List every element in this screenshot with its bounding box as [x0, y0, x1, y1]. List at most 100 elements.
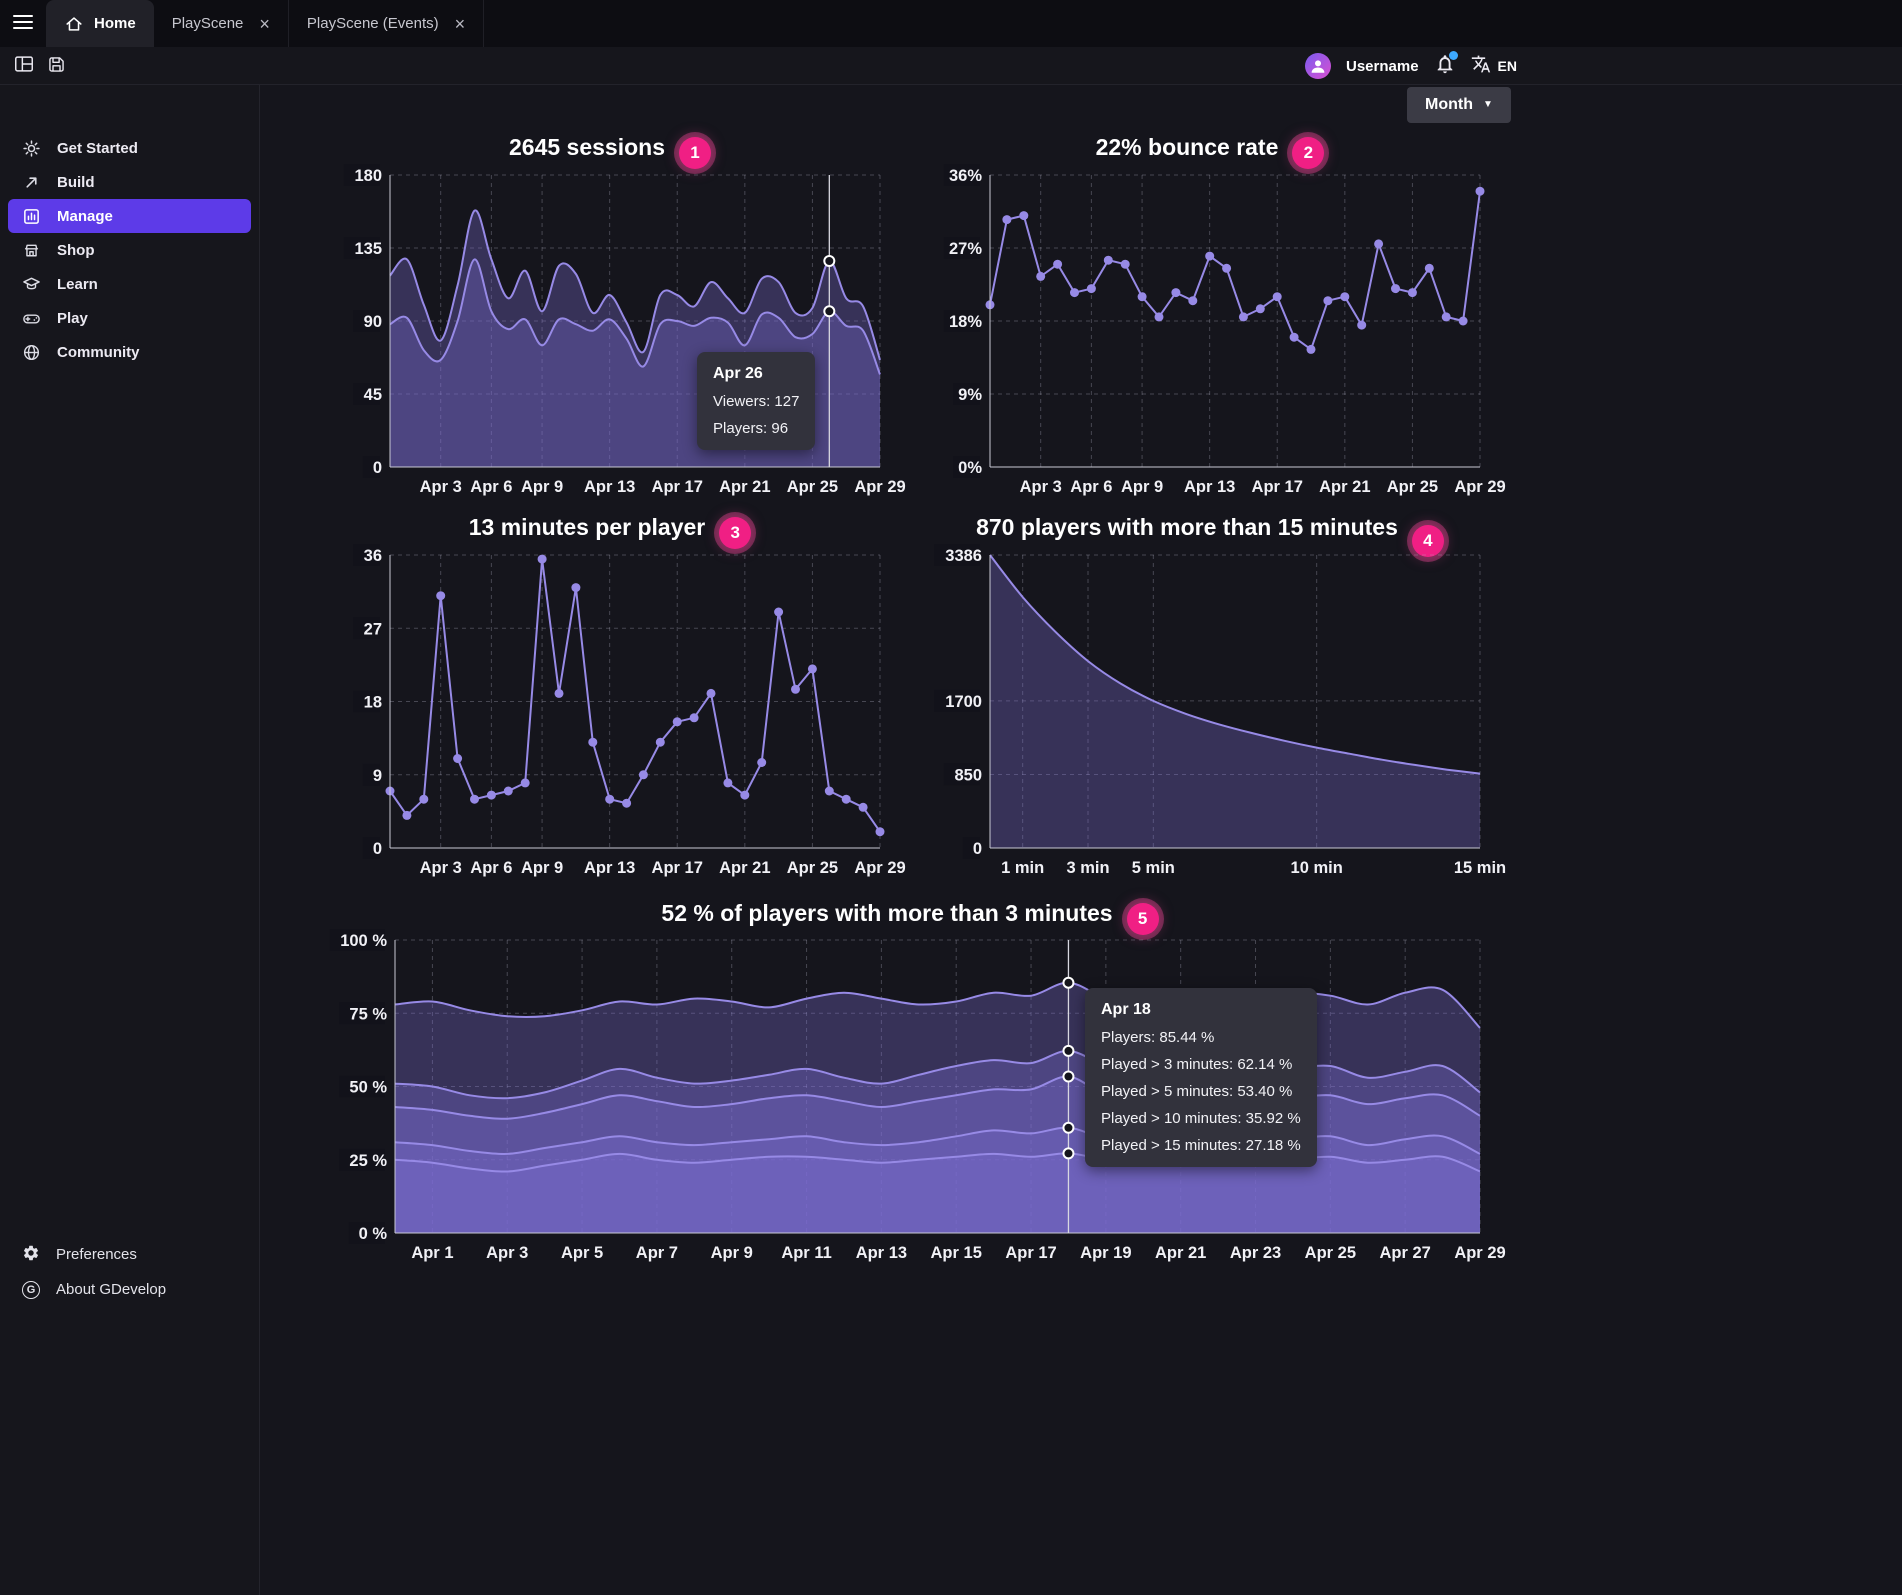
sidebar-nav: Get Started Build Manage Shop: [8, 131, 251, 369]
svg-text:Apr 17: Apr 17: [1005, 1244, 1056, 1262]
chart-tooltip-sessions: Apr 26 Viewers: 127 Players: 96: [697, 352, 816, 450]
svg-text:10 min: 10 min: [1291, 859, 1343, 877]
svg-text:18: 18: [364, 694, 382, 712]
notifications-button[interactable]: [1434, 50, 1458, 80]
close-tab-icon[interactable]: ×: [454, 13, 466, 34]
sun-icon: [22, 139, 41, 158]
bounce-rate-chart: 22% bounce rate 2 Apr 3 Apr 6 Apr 9 Apr 13 A…: [930, 130, 1506, 496]
svg-text:Apr 9: Apr 9: [521, 478, 563, 496]
chart-title-row: 13 minutes per player 3: [330, 510, 890, 549]
menu-button[interactable]: [0, 0, 46, 47]
svg-text:Apr 27: Apr 27: [1379, 1244, 1430, 1262]
sidebar: Get Started Build Manage Shop: [0, 85, 260, 1595]
annotation-badge-1: 1: [679, 136, 711, 169]
sidebar-item-get-started[interactable]: Get Started: [8, 131, 251, 165]
svg-text:50 %: 50 %: [349, 1079, 387, 1097]
svg-text:15 min: 15 min: [1454, 859, 1506, 877]
sidebar-item-label: Get Started: [57, 139, 138, 157]
chart-tooltip-retention: Apr 18 Players: 85.44 % Played > 3 minut…: [1085, 988, 1317, 1167]
close-tab-icon[interactable]: ×: [259, 13, 270, 34]
svg-text:Apr 11: Apr 11: [781, 1244, 831, 1262]
tab-home[interactable]: Home: [46, 0, 154, 47]
save-button[interactable]: [40, 51, 72, 81]
svg-text:0 %: 0 %: [359, 1225, 388, 1243]
tab-playscene-events[interactable]: PlayScene (Events) ×: [289, 0, 485, 47]
footer-item-label: About GDevelop: [56, 1281, 167, 1298]
duration-retention-chart: 870 players with more than 15 minutes 4 …: [930, 510, 1506, 877]
toolbar-user-area: Username EN: [1305, 47, 1517, 85]
svg-text:27%: 27%: [949, 240, 982, 258]
storefront-icon: [22, 241, 41, 260]
svg-text:Apr 6: Apr 6: [1070, 478, 1112, 496]
svg-text:5 min: 5 min: [1132, 859, 1175, 877]
svg-text:Apr 29: Apr 29: [1454, 1244, 1505, 1262]
sidebar-item-community[interactable]: Community: [8, 335, 251, 369]
sidebar-item-label: Learn: [57, 275, 98, 293]
svg-text:1 min: 1 min: [1001, 859, 1044, 877]
tooltip-line: Players: 96: [713, 420, 789, 437]
minutes-per-player-plot[interactable]: Apr 3 Apr 6 Apr 9 Apr 13 Apr 17 Apr 21 Apr 25 A…: [330, 544, 906, 877]
svg-text:36%: 36%: [949, 167, 982, 185]
svg-text:3386: 3386: [945, 547, 982, 565]
sidebar-item-play[interactable]: Play: [8, 301, 251, 335]
svg-text:Apr 9: Apr 9: [1121, 478, 1163, 496]
layout-panels-button[interactable]: [8, 51, 40, 81]
svg-text:45: 45: [364, 386, 382, 404]
svg-text:0%: 0%: [958, 459, 982, 477]
svg-text:Apr 29: Apr 29: [854, 859, 905, 877]
chart-title: 22% bounce rate: [1095, 134, 1279, 160]
bounce-rate-plot[interactable]: Apr 3 Apr 6 Apr 9 Apr 13 Apr 17 Apr 21 Apr 25 A…: [930, 164, 1506, 496]
tab-bar: Home PlayScene × PlayScene (Events) ×: [0, 0, 1902, 47]
chart-title-row: 870 players with more than 15 minutes 4: [930, 510, 1490, 557]
arrow-up-right-icon: [22, 173, 41, 192]
svg-text:Apr 21: Apr 21: [719, 859, 770, 877]
notification-dot: [1448, 50, 1458, 60]
svg-text:100 %: 100 %: [340, 932, 387, 950]
tooltip-line: Played > 10 minutes: 35.92 %: [1101, 1110, 1301, 1127]
duration-retention-plot[interactable]: 1 min 3 min 5 min 10 min 15 min 0 850 1700 3386: [930, 544, 1506, 877]
gear-icon: [22, 1244, 40, 1266]
sidebar-item-label: Build: [57, 173, 95, 191]
period-selector[interactable]: Month ▼: [1407, 87, 1511, 123]
svg-text:Apr 23: Apr 23: [1230, 1244, 1281, 1262]
svg-text:Apr 13: Apr 13: [1184, 478, 1235, 496]
svg-text:Apr 1: Apr 1: [411, 1244, 453, 1262]
tooltip-line: Played > 3 minutes: 62.14 %: [1101, 1056, 1293, 1073]
sidebar-item-manage[interactable]: Manage: [8, 199, 251, 233]
username-label[interactable]: Username: [1346, 57, 1419, 75]
about-gdevelop-item[interactable]: G About GDevelop: [8, 1272, 251, 1307]
toolbar: Username EN: [0, 47, 1902, 85]
tooltip-line: Players: 85.44 %: [1101, 1029, 1215, 1046]
tab-playscene[interactable]: PlayScene ×: [154, 0, 289, 47]
svg-text:Apr 3: Apr 3: [420, 478, 462, 496]
svg-text:Apr 25: Apr 25: [1387, 478, 1438, 496]
svg-text:135: 135: [354, 240, 382, 258]
sidebar-item-label: Shop: [57, 241, 95, 259]
chart-title-row: 2645 sessions 1: [330, 130, 890, 169]
sidebar-item-label: Play: [57, 309, 88, 327]
chart-title: 2645 sessions: [508, 134, 665, 160]
svg-text:25 %: 25 %: [349, 1152, 387, 1170]
svg-text:Apr 6: Apr 6: [470, 859, 512, 877]
chart-title-row: 22% bounce rate 2: [930, 130, 1490, 169]
chart-title: 52 % of players with more than 3 minutes: [661, 900, 1113, 926]
sidebar-item-learn[interactable]: Learn: [8, 267, 251, 301]
chart-canvas-minutes: Apr 3 Apr 6 Apr 9 Apr 13 Apr 17 Apr 21 Apr 25 A…: [353, 544, 906, 877]
avatar[interactable]: [1305, 53, 1331, 79]
svg-text:Apr 29: Apr 29: [1454, 478, 1505, 496]
language-selector[interactable]: EN: [1471, 54, 1517, 79]
bar-chart-icon: [22, 207, 41, 226]
preferences-item[interactable]: Preferences: [8, 1237, 251, 1272]
players-retention-plot[interactable]: Apr 1 Apr 3 Apr 5 Apr 7 Apr 9 Apr 11 Apr 13 Apr…: [329, 929, 1506, 1262]
svg-text:9: 9: [373, 767, 382, 785]
sidebar-item-shop[interactable]: Shop: [8, 233, 251, 267]
chart-title: 870 players with more than 15 minutes: [976, 514, 1398, 540]
minutes-per-player-chart: 13 minutes per player 3 Apr 3 Apr 6 Apr 9 A…: [330, 510, 906, 877]
svg-text:Apr 9: Apr 9: [521, 859, 563, 877]
svg-text:Apr 3: Apr 3: [420, 859, 462, 877]
svg-text:0: 0: [973, 840, 982, 858]
globe-icon: [22, 343, 41, 362]
sidebar-item-build[interactable]: Build: [8, 165, 251, 199]
svg-text:Apr 13: Apr 13: [584, 859, 635, 877]
